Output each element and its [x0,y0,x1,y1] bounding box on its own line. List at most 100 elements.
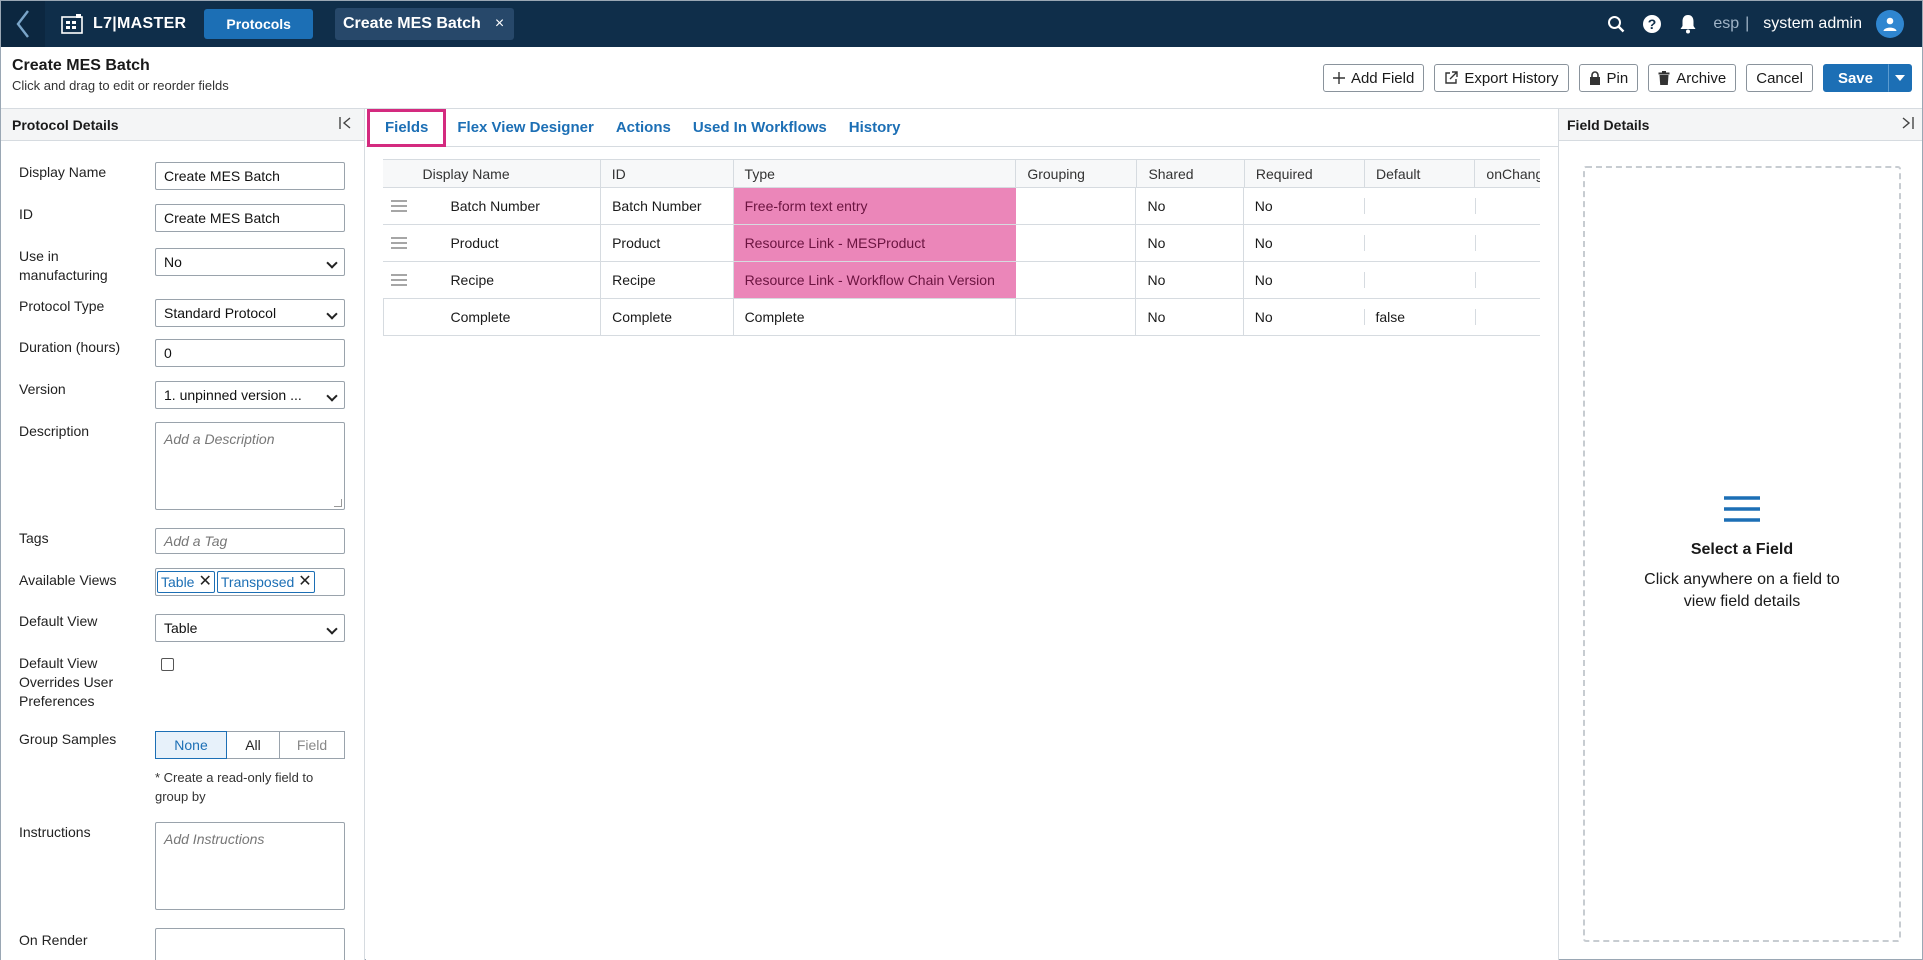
bell-icon[interactable] [1677,13,1699,35]
instructions-placeholder: Add Instructions [164,831,265,847]
duration-label: Duration (hours) [19,339,121,355]
protocol-details-header: Protocol Details [1,109,364,141]
drag-handle-icon[interactable] [383,262,410,298]
cell-id: Recipe [601,262,734,298]
description-textarea[interactable]: Add a Description [155,422,345,510]
user-avatar-icon[interactable] [1876,10,1904,38]
field-details-title: Field Details [1567,116,1650,133]
page-title: Create MES Batch [12,57,150,74]
available-views-label: Available Views [19,572,117,588]
table-row[interactable]: Batch Number Batch Number Free-form text… [383,188,1540,225]
svg-text:?: ? [1648,16,1657,32]
tab-actions[interactable]: Actions [615,119,671,136]
view-chip-label: Transposed [220,574,295,590]
display-name-input[interactable]: Create MES Batch [155,162,345,190]
drag-handle-icon[interactable] [383,225,410,261]
open-document-tab[interactable]: Create MES Batch × [334,8,515,40]
help-icon[interactable]: ? [1641,13,1663,35]
column-header-id[interactable]: ID [601,160,734,188]
column-header-display-name[interactable]: Display Name [410,160,601,188]
empty-state-text: Click anywhere on a field to view field … [1644,571,1840,610]
available-views-multiselect[interactable]: Table ✕ Transposed ✕ [155,568,345,596]
table-row[interactable]: Complete Complete Complete No No false [383,299,1540,336]
cell-display-name: Complete [410,299,602,335]
column-header-required[interactable]: Required [1245,160,1366,188]
hamburger-icon [1724,496,1760,522]
app-logo-icon [61,14,83,34]
table-row[interactable]: Recipe Recipe Resource Link - Workflow C… [383,262,1540,299]
protocol-details-panel: Protocol Details Display Name Create MES… [1,109,365,960]
default-view-label: Default View [19,613,98,629]
drag-handle-icon[interactable] [383,188,410,224]
protocols-nav-button[interactable]: Protocols [204,9,313,39]
resize-handle-icon[interactable] [334,499,342,507]
pin-label: Pin [1606,69,1629,87]
group-none-option[interactable]: None [155,731,227,759]
tab-fields[interactable]: Fields [367,108,447,147]
tags-input[interactable]: Add a Tag [155,528,345,554]
table-header: Display Name ID Type Grouping Shared Req… [383,160,1540,188]
cell-onchange [1476,188,1540,224]
group-samples-label: Group Samples [19,731,117,747]
empty-state-title: Select a Field [1690,541,1794,558]
cell-id: Product [601,225,734,261]
table-row[interactable]: Product Product Resource Link - MESProdu… [383,225,1540,262]
protocol-details-title: Protocol Details [12,116,119,133]
remove-chip-icon[interactable]: ✕ [298,573,312,590]
description-label: Description [19,423,90,439]
cell-required: No [1254,272,1273,288]
drag-column-header [383,160,410,188]
tags-label: Tags [19,530,49,546]
instructions-textarea[interactable]: Add Instructions [155,822,345,910]
display-name-label: Display Name [19,164,107,180]
default-view-overrides-checkbox[interactable] [161,658,174,671]
column-header-onchange[interactable]: onChang [1486,166,1540,182]
search-icon[interactable] [1605,13,1627,35]
site-label[interactable]: esp [1713,15,1740,32]
header-actions: Add Field Export History Pin Archive Can… [1322,64,1912,92]
cell-default [1365,225,1475,261]
on-render-editor[interactable] [155,928,345,960]
cell-onchange [1476,299,1540,335]
column-header-grouping[interactable]: Grouping [1016,160,1138,188]
group-field-option[interactable]: Field [280,731,345,759]
tab-flex-view-designer[interactable]: Flex View Designer [457,119,594,136]
archive-button[interactable]: Archive [1648,64,1737,92]
field-details-header: Field Details [1559,109,1922,141]
instructions-label: Instructions [19,824,91,840]
tab-used-in-workflows[interactable]: Used In Workflows [692,119,827,136]
export-history-button[interactable]: Export History [1434,64,1569,92]
collapse-right-panel-icon[interactable] [1900,116,1914,133]
duration-input[interactable]: 0 [155,339,345,367]
remove-chip-icon[interactable]: ✕ [198,573,212,590]
close-tab-icon[interactable]: × [494,15,505,32]
add-field-button[interactable]: Add Field [1322,64,1425,92]
page-header: Create MES Batch Click and drag to edit … [1,47,1922,109]
app-logo[interactable]: L7|MASTER [61,13,186,35]
collapse-left-panel-icon[interactable] [339,116,353,133]
use-in-manufacturing-select[interactable]: No [155,248,345,276]
default-view-select[interactable]: Table [155,614,345,642]
tab-history[interactable]: History [848,119,901,136]
pin-button[interactable]: Pin [1578,64,1639,92]
lock-icon [1589,71,1600,85]
cell-grouping [1016,225,1137,261]
protocol-type-select[interactable]: Standard Protocol [155,299,345,327]
column-header-default[interactable]: Default [1365,160,1476,188]
cell-default [1365,262,1475,298]
version-select[interactable]: 1. unpinned version ... [155,381,345,409]
back-button[interactable] [1,1,45,47]
cell-shared: No [1136,262,1244,298]
save-button[interactable]: Save [1822,64,1888,92]
save-options-dropdown[interactable] [1888,64,1912,92]
group-all-option[interactable]: All [227,731,280,759]
column-header-type[interactable]: Type [734,160,1017,188]
cell-type: Free-form text entry [733,188,1016,224]
id-input[interactable]: Create MES Batch [155,204,345,232]
export-history-label: Export History [1464,69,1559,87]
cell-type: Resource Link - Workflow Chain Version [733,262,1016,298]
cell-onchange [1476,225,1540,261]
cancel-button[interactable]: Cancel [1746,64,1813,92]
user-name[interactable]: system admin [1763,15,1862,32]
column-header-shared[interactable]: Shared [1137,160,1245,188]
